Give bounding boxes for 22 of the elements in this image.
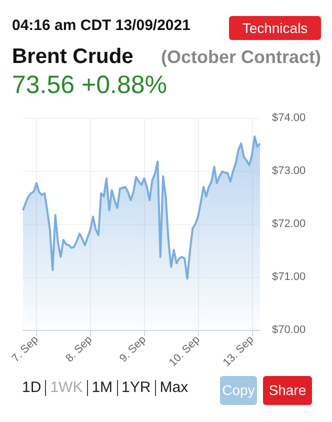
- copy-button: Copy: [220, 376, 257, 405]
- technicals-button: Technicals: [229, 16, 321, 40]
- x-tick-label: 8. Sep: [64, 334, 95, 365]
- y-tick-label: $73.00: [272, 165, 306, 177]
- text: 1WK: [45, 379, 87, 396]
- y-tick-label: $70.00: [272, 324, 306, 336]
- text: 73.56 +0.88%: [12, 71, 167, 100]
- chart-subtitle: (October Contract): [160, 47, 321, 68]
- text: 04:16 am CDT 13/09/2021: [12, 17, 190, 34]
- x-tick-label: 9. Sep: [117, 334, 148, 365]
- text: 1YR: [116, 379, 155, 396]
- text: 1M: [86, 379, 117, 396]
- y-tick-label: $71.00: [272, 271, 306, 283]
- chart-title: Brent Crude: [12, 45, 134, 69]
- x-tick-label: 7. Sep: [10, 334, 41, 365]
- y-tick-label: $72.00: [272, 218, 306, 230]
- text: Max: [154, 379, 192, 396]
- y-tick-label: $74.00: [272, 112, 306, 124]
- text: 1D: [22, 379, 42, 396]
- share-button: Share: [263, 376, 312, 405]
- x-tick-label: 13. Sep: [220, 334, 256, 370]
- x-tick-label: 10. Sep: [167, 334, 202, 370]
